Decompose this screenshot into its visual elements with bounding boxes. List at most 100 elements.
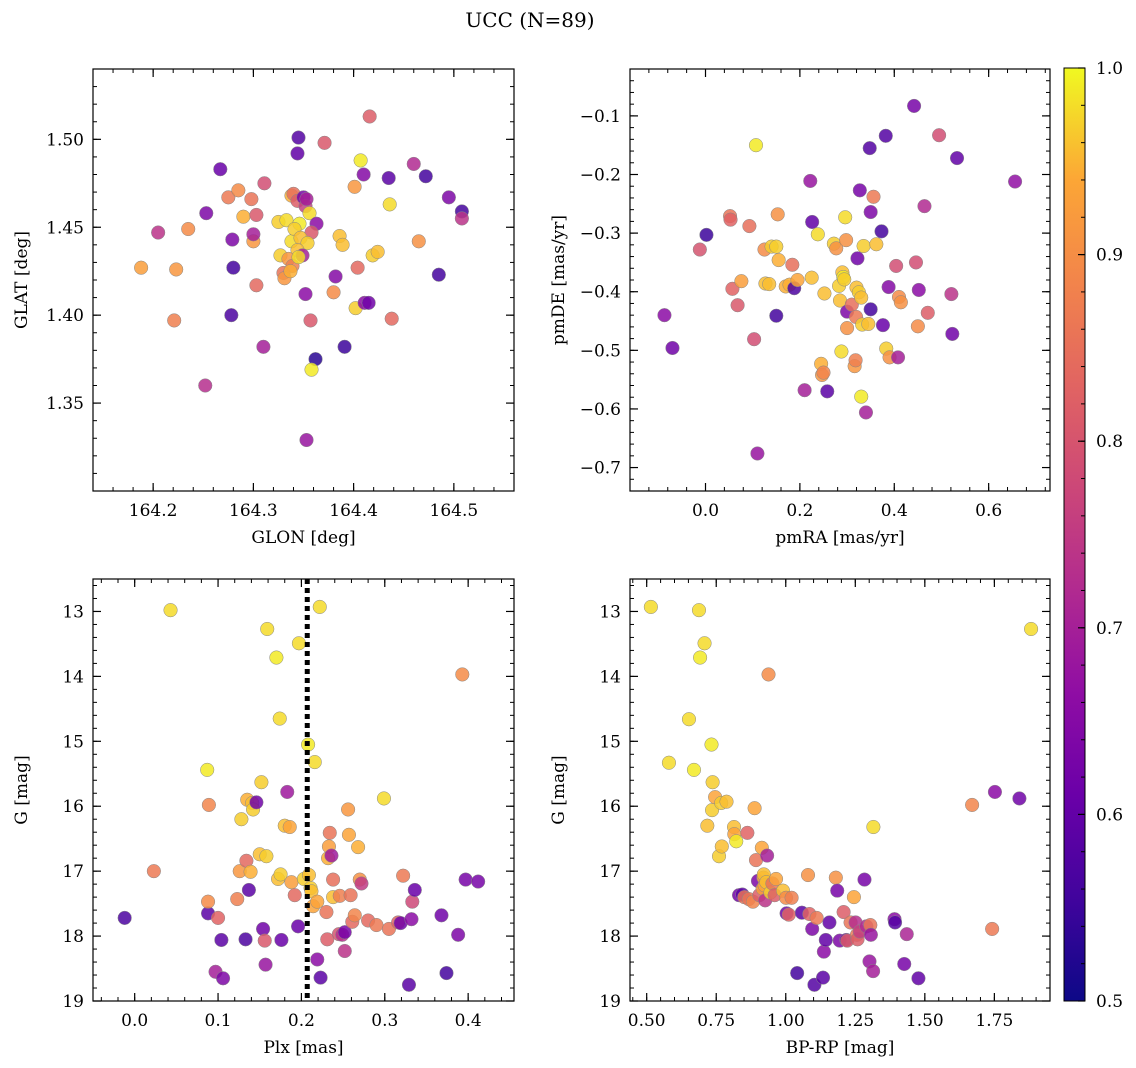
scatter-point — [200, 894, 216, 909]
scatter-point — [866, 189, 881, 204]
scatter-point — [665, 340, 680, 356]
scatter-point — [310, 894, 325, 909]
scatter-point — [238, 932, 253, 947]
scatter-point — [888, 915, 903, 930]
plot-frame — [629, 578, 1051, 1002]
y-axis-label: G [mag] — [549, 755, 569, 824]
scatter-point — [455, 667, 470, 682]
scatter-point — [439, 966, 454, 981]
panel-plx-g: 0.0 0.1 0.2 0.3 0.4 13 14 15 16 17 18 19 Plx [mas] G … — [12, 578, 515, 1058]
scatter-point — [343, 888, 358, 903]
scatter-point — [260, 621, 275, 637]
scatter-point — [700, 818, 715, 833]
scatter-point — [932, 128, 947, 143]
scatter-point — [382, 197, 397, 212]
scatter-point — [418, 169, 433, 184]
scatter-point — [836, 905, 851, 920]
scatter-point — [319, 905, 334, 920]
scatter-point — [381, 170, 396, 186]
plot-frame — [92, 68, 515, 492]
scatter-point — [1008, 174, 1023, 189]
scatter-point — [910, 319, 925, 334]
scatter-point — [869, 237, 884, 252]
y-axis-label: GLAT [deg] — [12, 231, 32, 329]
scatter-point — [1012, 791, 1027, 806]
scatter-point — [760, 848, 775, 863]
scatter-point — [854, 389, 869, 404]
scatter-point — [815, 970, 831, 985]
y-tick-label: 19 — [62, 992, 84, 1012]
scatter-point — [740, 825, 755, 840]
scatter-point — [705, 775, 720, 790]
y-tick-label: 13 — [62, 602, 84, 622]
scatter-point — [167, 313, 182, 328]
scatter-point — [256, 921, 271, 936]
y-tick-label: −0.1 — [580, 107, 621, 127]
scatter-point — [830, 883, 845, 898]
scatter-point — [816, 944, 831, 959]
scatter-point — [284, 875, 299, 890]
scatter-point — [328, 269, 343, 284]
scatter-point — [837, 272, 852, 287]
scatter-point — [401, 977, 417, 992]
scatter-point — [441, 190, 456, 205]
scatter-point — [362, 109, 377, 124]
scatter-point — [719, 794, 734, 809]
scatter-point — [846, 890, 861, 905]
scatter-point — [303, 313, 318, 328]
scatter-point — [848, 353, 863, 368]
scatter-point — [350, 260, 365, 275]
scatter-point — [337, 339, 352, 354]
y-tick-label: 16 — [599, 797, 621, 817]
scatter-point — [985, 921, 1000, 936]
x-tick-label: 1.25 — [836, 1011, 874, 1031]
scatter-point — [643, 599, 658, 614]
scatter-point — [863, 204, 878, 220]
scatter-point — [283, 264, 298, 279]
scatter-point — [298, 287, 313, 302]
scatter-point — [199, 206, 214, 221]
scatter-point — [809, 910, 824, 925]
y-tick-label: 15 — [599, 732, 621, 752]
scatter-point — [920, 305, 935, 320]
scatter-point — [790, 966, 805, 981]
scatter-point — [839, 233, 854, 248]
scatter-point — [313, 970, 328, 985]
x-tick-label: 164.5 — [430, 501, 479, 521]
x-tick-label: 0.6 — [975, 501, 1002, 521]
scatter-point — [299, 432, 314, 448]
scatter-point — [351, 840, 366, 855]
scatter-point — [431, 267, 446, 282]
scatter-point — [320, 932, 335, 947]
x-tick-label: 164.3 — [229, 501, 278, 521]
scatter-point — [747, 332, 762, 347]
scatter-point — [353, 153, 368, 168]
scatter-point — [384, 311, 399, 326]
scatter-point — [858, 405, 874, 420]
colorbar: 0.5 0.6 0.7 0.8 0.9 1.0 — [1063, 59, 1123, 1012]
scatter-point — [803, 173, 818, 188]
y-tick-label: 1.45 — [46, 218, 84, 238]
scatter-points — [117, 599, 486, 992]
scatter-point — [347, 179, 362, 194]
x-tick-label: 0.0 — [692, 501, 719, 521]
scatter-point — [361, 295, 376, 310]
scatter-point — [661, 755, 676, 770]
scatter-point — [816, 365, 831, 380]
scatter-point — [163, 603, 178, 618]
scatter-point — [405, 894, 420, 909]
scatter-point — [691, 603, 707, 618]
scatter-point — [256, 339, 271, 354]
scatter-point — [234, 812, 249, 827]
y-tick-label: 13 — [599, 602, 621, 622]
scatter-point — [458, 872, 473, 887]
x-tick-label: 1.50 — [906, 1011, 944, 1031]
colorbar-tick-label: 0.9 — [1096, 246, 1123, 266]
y-tick-label: 18 — [62, 927, 84, 947]
scatter-point — [291, 919, 306, 934]
colorbar-tick-label: 0.5 — [1096, 992, 1123, 1012]
y-tick-label: −0.6 — [580, 400, 621, 420]
y-tick-label: 1.40 — [46, 306, 84, 326]
scatter-point — [225, 232, 240, 247]
scatter-point — [866, 964, 881, 979]
